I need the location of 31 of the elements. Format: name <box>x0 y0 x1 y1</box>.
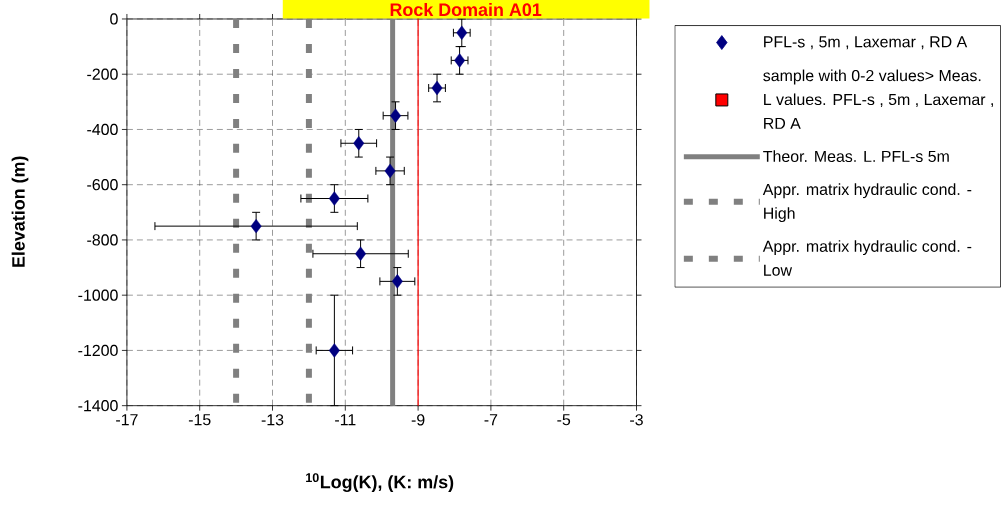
chart-title: Rock Domain A01 <box>390 3 542 17</box>
legend-label: Appr. matrix hydraulic cond. - Low <box>762 240 972 277</box>
x-tick-label: -9 <box>411 414 425 426</box>
legend-label: Appr. matrix hydraulic cond. - High <box>762 183 972 223</box>
y-tick-label: 0 <box>110 13 118 25</box>
point <box>384 163 396 179</box>
x-tick-label: -17 <box>116 414 138 426</box>
y-axis-title: Elevation (m) <box>11 156 29 268</box>
point <box>328 191 340 206</box>
y-tick-label: -1200 <box>78 344 118 357</box>
x-tick-label: -11 <box>335 414 356 426</box>
x-tick-label: -15 <box>188 414 211 426</box>
x-axis-title: $^{10}$Log(K), (K: m/s) <box>306 473 454 493</box>
point <box>328 343 340 358</box>
x-tick-label: -7 <box>484 414 498 426</box>
y-tick-label: -600 <box>87 179 118 191</box>
point <box>391 274 403 289</box>
x-tick-label: -5 <box>557 414 571 426</box>
point <box>250 219 262 234</box>
y-tick-label: -800 <box>87 234 118 246</box>
y-tick-label: -1000 <box>78 289 118 302</box>
x-tick-label: -13 <box>261 414 284 426</box>
y-tick-label: -400 <box>87 124 118 136</box>
y-tick-label: -1400 <box>78 400 118 412</box>
point <box>353 136 365 151</box>
y-tick-label: -200 <box>87 68 118 81</box>
legend-label: PFL-s , 5m , Laxemar , RD A <box>764 36 968 50</box>
legend-label: sample with 0-2 values> Meas. L values. PFL-s , 5m , Laxemar , RD A <box>763 69 993 130</box>
point <box>355 246 367 262</box>
x-tick-label: -3 <box>630 414 643 426</box>
legend-label: Theor. Meas. L. PFL-s 5m <box>763 150 949 163</box>
